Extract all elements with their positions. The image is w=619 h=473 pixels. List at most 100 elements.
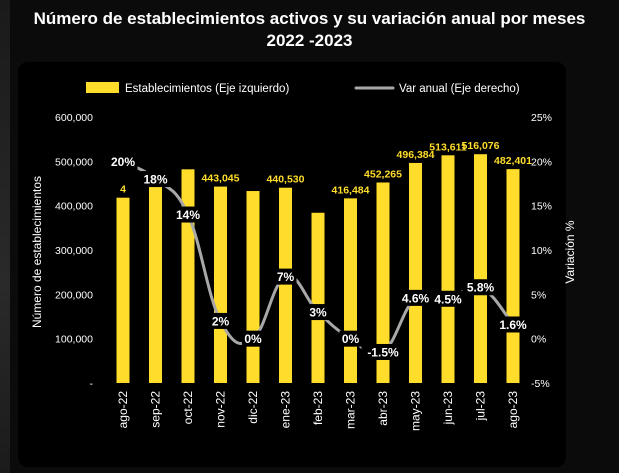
line-value-text: 0%	[342, 332, 360, 346]
line-value-box	[173, 206, 203, 223]
line-value-box	[274, 268, 297, 285]
y-right-tick-label: 25%	[531, 112, 552, 124]
line-value-label: 20%	[108, 153, 138, 170]
y-right-tick-label: 10%	[531, 245, 552, 257]
line-value-label: -1.5%	[361, 343, 405, 360]
bar-value-label: 416,484	[332, 184, 370, 196]
bar	[506, 169, 520, 383]
bar-value-label: 496,384	[397, 149, 435, 161]
bar-value-label: 443,045	[202, 173, 240, 185]
line-value-box	[307, 304, 329, 321]
left-edge-decoration	[0, 0, 10, 473]
bar	[409, 162, 422, 383]
x-tick-label: feb-23	[311, 391, 325, 425]
line-value-text: 0%	[244, 332, 262, 346]
x-tick-label: ene-23	[279, 391, 293, 429]
x-tick-label: ago-22	[116, 391, 130, 429]
line-value-label: 1.6%	[495, 316, 531, 333]
line-value-box	[339, 330, 362, 347]
legend: Establecimientos (Eje izquierdo) Var anu…	[86, 82, 520, 95]
x-tick-labels: ago-22 sep-22 oct-22 nov-22 dic-22 ene-23 feb-…	[116, 391, 520, 431]
line-value-box	[397, 289, 434, 306]
y-right-tick-label: 5%	[531, 289, 546, 301]
x-tick-label: dic-22	[246, 391, 260, 424]
line-value-text: 5.8%	[467, 281, 495, 295]
line-value-box	[242, 330, 264, 347]
line-value-text: 7%	[277, 270, 295, 284]
line-value-box	[361, 343, 405, 360]
y-right-tick-label: 20%	[531, 156, 552, 168]
line-value-box	[209, 312, 232, 329]
line-value-label: 7%	[274, 268, 297, 285]
y-left-tick-label: 300,000	[55, 245, 93, 257]
line-value-text: 4.6%	[402, 291, 430, 305]
x-tick-label: jun-23	[441, 391, 455, 426]
y-left-tick-label: -	[90, 378, 94, 390]
bar	[246, 191, 260, 383]
y-left-tick-label: 500,000	[55, 156, 93, 168]
bar	[149, 173, 162, 383]
line-value-label: 14%	[173, 206, 203, 223]
line-value-labels: 20% 18% 14% 2% 0% 7% 3% 0% -1.5% 4.6% 4.5% 5.8% 1.6%	[108, 153, 531, 360]
line-value-label: 2%	[209, 312, 232, 329]
y-left-tick-label: 400,000	[55, 201, 93, 213]
bar-value-label: 513,611	[429, 141, 467, 153]
line-value-text: -1.5%	[367, 345, 399, 359]
x-tick-label: ago-23	[506, 391, 520, 429]
bar-value-label: 440,530	[267, 174, 305, 186]
line-value-label: 0%	[339, 330, 362, 347]
chart-title-line-1: Número de establecimientos activos y su …	[33, 9, 586, 28]
y-left-tick-label: 600,000	[55, 112, 93, 124]
y-right-tick-labels: 25% 20% 15% 10% 5% 0% -5%	[531, 112, 552, 390]
bar	[441, 155, 455, 383]
line-value-box	[141, 171, 170, 188]
line-value-label: 18%	[141, 171, 170, 188]
line-value-text: 20%	[111, 155, 135, 169]
line-value-label: 4.5%	[430, 290, 466, 307]
line-value-text: 1.6%	[499, 318, 527, 332]
y-right-tick-label: 15%	[531, 201, 552, 213]
y-right-tick-label: 0%	[531, 334, 546, 346]
bar	[214, 186, 227, 383]
x-tick-label: may-23	[409, 391, 423, 431]
bar-value-label: 452,265	[364, 168, 402, 180]
line-value-text: 18%	[143, 173, 167, 187]
bar-value-label: 4	[120, 184, 126, 196]
bar	[376, 182, 390, 383]
y-left-tick-labels: 600,000 500,000 400,000 300,000 200,000 100,0…	[55, 112, 93, 390]
chart-title-line-2: 2022 -2023	[266, 31, 353, 50]
y-left-axis-title: Número de establecimientos	[30, 176, 44, 328]
line-value-box	[430, 290, 466, 307]
x-tick-label: mar-23	[344, 391, 358, 429]
line-value-box	[108, 153, 138, 170]
line-value-box	[462, 279, 499, 296]
bar-value-labels: 4 443,045 440,530 416,484 452,265 496,384513,…	[120, 140, 532, 196]
x-tick-label: abr-23	[376, 391, 390, 426]
bar	[279, 187, 292, 383]
line-value-box	[495, 316, 531, 333]
y-right-axis-title: Variación %	[563, 220, 577, 283]
y-right-tick-label: -5%	[531, 378, 550, 390]
bar	[116, 197, 130, 383]
line-value-label: 0%	[242, 330, 264, 347]
line-value-text: 14%	[176, 208, 200, 222]
x-tick-label: nov-22	[214, 391, 228, 428]
line-value-text: 4.5%	[434, 292, 462, 306]
y-left-tick-label: 200,000	[55, 289, 93, 301]
chart-title: Número de establecimientos activos y su …	[0, 8, 619, 52]
bar	[344, 198, 357, 383]
x-tick-label: oct-22	[181, 391, 195, 425]
line-value-label: 3%	[307, 304, 329, 321]
legend-bar-swatch	[86, 82, 119, 93]
x-tick-label: sep-22	[149, 391, 163, 428]
bar	[311, 212, 325, 383]
line-value-text: 2%	[212, 314, 230, 328]
legend-line-label: Var anual (Eje derecho)	[399, 83, 520, 95]
line-value-text: 3%	[309, 306, 327, 320]
bar-value-label: 516,076	[462, 140, 500, 152]
bar	[181, 169, 195, 383]
y-left-tick-label: 100,000	[55, 334, 93, 346]
bar-value-label: 482,401	[494, 155, 532, 167]
